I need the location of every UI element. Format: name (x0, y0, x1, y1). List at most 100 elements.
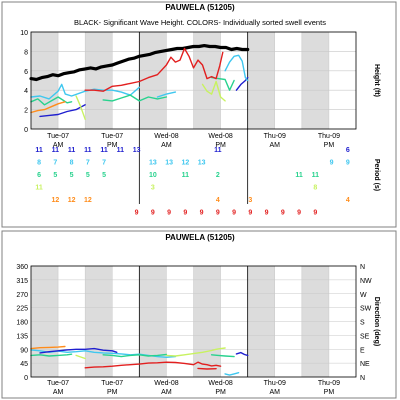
period-value: 8 (37, 160, 41, 167)
y-tick-label: 0 (24, 375, 28, 382)
period-value: 7 (53, 160, 57, 167)
period-value: 9 (200, 210, 204, 217)
x-tick-day-label: Tue-07 (101, 380, 123, 387)
period-value: 5 (102, 172, 106, 179)
series-line (235, 351, 249, 357)
period-value: 5 (53, 172, 57, 179)
period-value: 9 (216, 210, 220, 217)
y-axis-label: Height (ft) (373, 64, 380, 97)
period-value: 13 (165, 160, 173, 167)
period-value: 9 (135, 210, 139, 217)
y-tick-label: 180 (16, 320, 28, 327)
chart-title: PAUWELA (51205) (165, 233, 235, 242)
period-value: 11 (100, 147, 108, 154)
period-value: 7 (102, 160, 106, 167)
period-value: 11 (295, 172, 303, 179)
period-value: 11 (182, 172, 190, 179)
series-line (39, 104, 86, 118)
x-tick-day-label: Thu-09 (264, 380, 286, 387)
y-tick-label: 45 (20, 361, 28, 368)
plot-border (30, 31, 357, 130)
night-band (85, 32, 113, 129)
series-line (30, 83, 140, 100)
series-line (30, 345, 66, 350)
compass-tick-label: N (360, 264, 365, 271)
period-value: 11 (35, 147, 43, 154)
period-value: 9 (313, 210, 317, 217)
period-value: 6 (37, 172, 41, 179)
period-value: 11 (312, 172, 320, 179)
series-line (224, 54, 249, 82)
y-tick-label: 225 (16, 306, 28, 313)
period-value: 11 (68, 147, 76, 154)
panel-swell-height: PAUWELA (51205) BLACK- Significant Wave H… (1, 1, 397, 228)
y-tick-label: 360 (16, 264, 28, 271)
series-line (201, 80, 226, 102)
x-tick-half-label: AM (53, 142, 64, 149)
period-value: 9 (167, 210, 171, 217)
x-tick-day-label: Thu-09 (318, 380, 340, 387)
x-tick-day-label: Wed-08 (154, 380, 178, 387)
panel-swell-direction: PAUWELA (51205) 0 N 45 NE 90 E 135 SE 180 S 225 SW 27… (1, 230, 397, 399)
period-value: 9 (183, 210, 187, 217)
x-tick-half-label: AM (270, 389, 281, 396)
series-line (102, 353, 168, 358)
period-value: 5 (70, 172, 74, 179)
compass-tick-label: S (360, 320, 365, 327)
x-tick-day-label: Wed-08 (208, 133, 232, 140)
y-tick-label: 135 (16, 333, 28, 340)
period-value: 11 (117, 147, 125, 154)
period-value: 3 (151, 185, 155, 192)
y-tick-label: 4 (24, 88, 28, 95)
series-line (156, 91, 177, 98)
period-value: 9 (265, 210, 269, 217)
series-line (84, 47, 224, 92)
y-tick-label: 315 (16, 278, 28, 285)
period-value: 9 (151, 210, 155, 217)
period-value: 11 (35, 185, 43, 192)
series-line (75, 95, 86, 120)
x-tick-half-label: PM (324, 142, 335, 149)
compass-tick-label: N (360, 375, 365, 382)
compass-tick-label: NW (360, 278, 372, 285)
night-band (301, 32, 329, 129)
period-value: 12 (51, 197, 59, 204)
period-value: 8 (313, 185, 317, 192)
period-value: 3 (248, 197, 252, 204)
x-tick-half-label: PM (215, 389, 226, 396)
x-tick-day-label: Thu-09 (318, 133, 340, 140)
series-line (30, 96, 73, 106)
y-axis-label: Direction (deg) (373, 297, 380, 346)
y-tick-label: 10 (20, 30, 28, 37)
period-value: 11 (84, 147, 92, 154)
period-value: 8 (70, 160, 74, 167)
compass-tick-label: SW (360, 306, 372, 313)
period-value: 13 (198, 160, 206, 167)
y-tick-label: 8 (24, 49, 28, 56)
period-value: 10 (149, 172, 157, 179)
period-value: 13 (149, 160, 157, 167)
period-axis-label: Period (s) (373, 159, 380, 191)
y-tick-label: 6 (24, 69, 28, 76)
compass-tick-label: NE (360, 361, 370, 368)
period-value: 9 (281, 210, 285, 217)
x-tick-half-label: PM (107, 142, 118, 149)
series-line (197, 367, 217, 370)
period-value: 11 (214, 147, 222, 154)
period-value: 12 (181, 160, 189, 167)
compass-tick-label: SE (360, 333, 370, 340)
period-value: 6 (346, 147, 350, 154)
series-line (84, 361, 222, 369)
night-band (139, 32, 167, 129)
period-value: 9 (297, 210, 301, 217)
period-value: 2 (216, 172, 220, 179)
plot-border (30, 265, 357, 378)
x-tick-half-label: PM (215, 142, 226, 149)
period-value: 5 (86, 172, 90, 179)
compass-tick-label: E (360, 347, 365, 354)
x-tick-half-label: AM (53, 389, 64, 396)
y-tick-label: 0 (24, 127, 28, 134)
series-line (29, 44, 250, 82)
period-value: 4 (346, 197, 350, 204)
